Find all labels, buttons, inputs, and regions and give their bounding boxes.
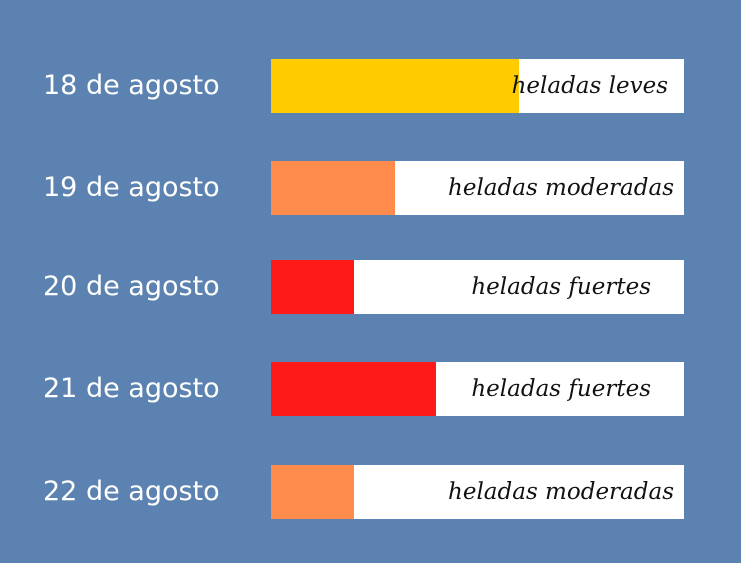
bar-fill <box>271 59 519 113</box>
bar-fill <box>271 260 354 314</box>
date-label: 20 de agosto <box>43 271 220 302</box>
bar-row: 20 de agosto heladas fuertes <box>0 260 741 314</box>
frost-level-label: heladas moderadas <box>448 479 674 505</box>
bar-track: heladas fuertes <box>271 362 684 416</box>
bar-track: heladas moderadas <box>271 161 684 215</box>
bar-row: 18 de agosto heladas leves <box>0 59 741 113</box>
date-label: 21 de agosto <box>43 373 220 404</box>
bar-track: heladas fuertes <box>271 260 684 314</box>
bar-track: heladas moderadas <box>271 465 684 519</box>
bar-row: 21 de agosto heladas fuertes <box>0 362 741 416</box>
date-label: 22 de agosto <box>43 476 220 507</box>
bar-fill <box>271 465 354 519</box>
frost-level-label: heladas leves <box>511 73 668 99</box>
bar-row: 22 de agosto heladas moderadas <box>0 465 741 519</box>
bar-fill <box>271 362 436 416</box>
date-label: 18 de agosto <box>43 70 220 101</box>
frost-level-label: heladas fuertes <box>471 376 651 402</box>
date-label: 19 de agosto <box>43 172 220 203</box>
frost-level-label: heladas fuertes <box>471 274 651 300</box>
frost-level-label: heladas moderadas <box>448 175 674 201</box>
bar-fill <box>271 161 395 215</box>
bar-row: 19 de agosto heladas moderadas <box>0 161 741 215</box>
bar-track: heladas leves <box>271 59 684 113</box>
